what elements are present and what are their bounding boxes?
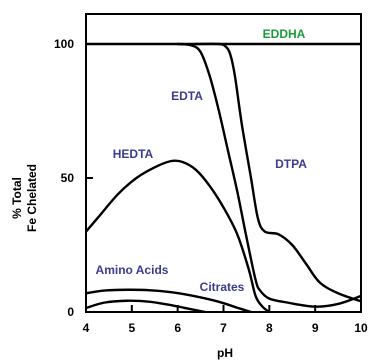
series-label-dtpa: DTPA xyxy=(275,157,307,171)
series-line-amino-acids xyxy=(86,288,253,312)
series-line-hedta xyxy=(86,159,271,312)
series-label-hedta: HEDTA xyxy=(113,147,154,161)
series-label-amino-acids: Amino Acids xyxy=(96,263,169,277)
x-tick-label-7: 7 xyxy=(220,321,227,335)
curves-group xyxy=(86,42,361,312)
y-axis-title-line2: Fe Chelated xyxy=(25,164,39,232)
series-labels-group: EDDHA EDTA DTPA HEDTA Amino Acids Citrates xyxy=(96,27,308,294)
series-label-citrates: Citrates xyxy=(200,280,245,294)
series-line-dtpa xyxy=(194,42,361,303)
x-tick-label-8: 8 xyxy=(266,321,273,335)
x-tick-label-5: 5 xyxy=(128,321,135,335)
series-label-eddha: EDDHA xyxy=(263,27,306,41)
series-line-citrates xyxy=(86,299,207,312)
x-tick-label-6: 6 xyxy=(174,321,181,335)
y-axis-title-line1: % Total xyxy=(10,177,24,219)
y-tick-label-100: 100 xyxy=(54,37,74,51)
y-tick-label-0: 0 xyxy=(67,305,74,319)
x-tick-label-4: 4 xyxy=(83,321,90,335)
series-line-edta xyxy=(176,42,361,308)
x-tick-label-10: 10 xyxy=(354,321,368,335)
x-tick-label-9: 9 xyxy=(312,321,319,335)
x-axis-title: pH xyxy=(217,346,233,360)
series-label-edta: EDTA xyxy=(171,89,203,103)
y-tick-label-50: 50 xyxy=(61,171,75,185)
